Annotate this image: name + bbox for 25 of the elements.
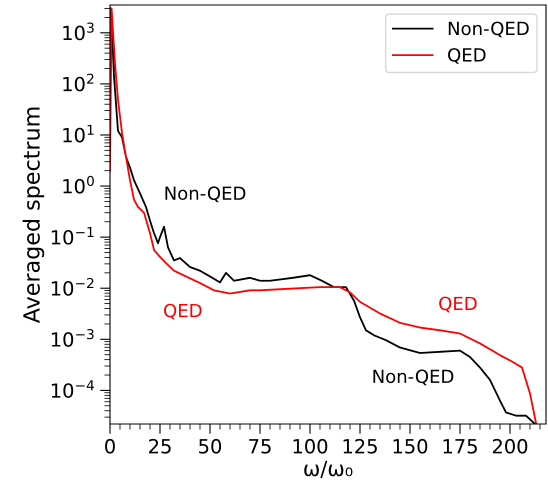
x-axis-title: ω/ω₀: [304, 460, 352, 478]
y-tick-label: 10$^{2}$: [63, 74, 94, 92]
y-tick-label: 10$^{1}$: [63, 124, 94, 142]
y-tick-label: 10$^{−4}$: [52, 380, 94, 398]
x-tick-label: 0: [105, 438, 115, 454]
y-tick-label: 10$^{−1}$: [52, 227, 94, 245]
x-tick-label: 175: [444, 439, 477, 454]
legend-label: Non-QED: [448, 22, 529, 38]
annotation: QED: [164, 304, 202, 320]
x-tick-label: 25: [149, 438, 171, 454]
annotation: Non-QED: [165, 186, 246, 202]
annotation: Non-QED: [373, 369, 454, 386]
x-tick-label: 125: [344, 438, 377, 454]
legend-label: QED: [448, 48, 486, 64]
x-tick-label: 100: [294, 438, 328, 454]
x-tick-label: 50: [199, 438, 222, 454]
y-tick-label: 10$^{−2}$: [52, 278, 94, 296]
x-tick-label: 200: [492, 438, 528, 454]
y-tick-label: 10$^{3}$: [63, 22, 94, 40]
y-tick-label: 10$^{−3}$: [52, 329, 94, 347]
x-tick-label: 150: [394, 438, 428, 454]
x-tick-label: 75: [249, 439, 271, 454]
y-tick-label: 10$^{0}$: [63, 176, 94, 194]
y-axis-title: Averaged spectrum: [22, 108, 44, 324]
annotation: QED: [439, 296, 477, 312]
